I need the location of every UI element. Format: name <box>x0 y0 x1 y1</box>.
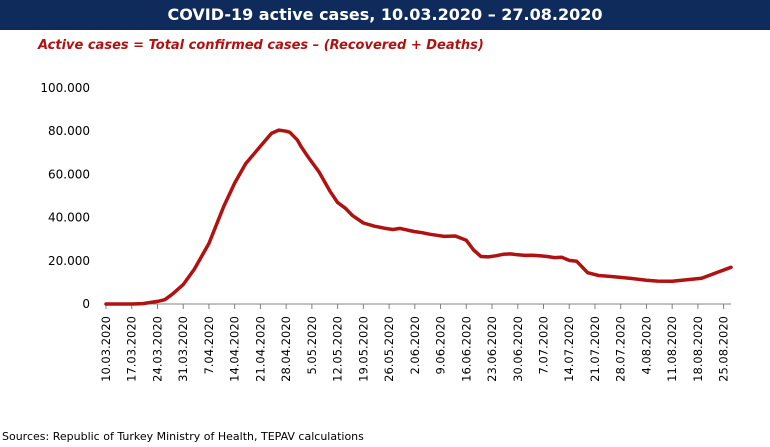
x-tick-label: 24.03.2020 <box>150 316 164 382</box>
y-tick-label: 60.000 <box>48 167 90 181</box>
series-lines <box>104 128 733 306</box>
series-line-active-cases <box>104 128 733 306</box>
line-chart: 0 20.000 40.000 60.000 80.000 100.000 10.03.2… <box>40 81 733 382</box>
x-tick-label: 2.06.2020 <box>408 316 422 375</box>
y-tick-label: 40.000 <box>48 211 90 225</box>
x-tick-label: 19.05.2020 <box>356 316 370 382</box>
x-tick-label: 10.03.2020 <box>99 316 113 382</box>
x-tick-label: 7.04.2020 <box>202 316 216 375</box>
chart-subtitle: Active cases = Total confirmed cases – (… <box>38 38 484 53</box>
x-tick-label: 12.05.2020 <box>331 316 345 382</box>
x-tick-label: 14.07.2020 <box>562 316 576 382</box>
y-tick-label: 80.000 <box>48 124 90 138</box>
chart-title: COVID-19 active cases, 10.03.2020 – 27.0… <box>0 0 770 30</box>
y-axis-ticks: 0 20.000 40.000 60.000 80.000 100.000 <box>40 81 90 311</box>
x-tick-label: 21.07.2020 <box>588 316 602 382</box>
y-tick-label: 0 <box>82 297 90 311</box>
x-tick-label: 28.04.2020 <box>279 316 293 382</box>
y-tick-label: 20.000 <box>48 254 90 268</box>
x-tick-label: 26.05.2020 <box>382 316 396 382</box>
x-tick-label: 30.06.2020 <box>511 316 525 382</box>
x-axis-ticks: 10.03.2020 17.03.2020 24.03.2020 31.03.2020… <box>99 304 731 382</box>
x-tick-label: 21.04.2020 <box>253 316 267 382</box>
x-tick-label: 17.03.2020 <box>125 316 139 382</box>
x-tick-label: 9.06.2020 <box>434 316 448 375</box>
source-note: Sources: Republic of Turkey Ministry of … <box>2 430 364 443</box>
x-tick-label: 23.06.2020 <box>485 316 499 382</box>
x-tick-label: 25.08.2020 <box>717 316 731 382</box>
x-tick-label: 14.04.2020 <box>228 316 242 382</box>
y-tick-label: 100.000 <box>40 81 90 95</box>
x-tick-label: 28.07.2020 <box>614 316 628 382</box>
x-tick-label: 7.07.2020 <box>537 316 551 375</box>
x-tick-label: 31.03.2020 <box>176 316 190 382</box>
x-tick-label: 18.08.2020 <box>691 316 705 382</box>
x-tick-label: 4.08.2020 <box>639 316 653 375</box>
x-tick-label: 11.08.2020 <box>665 316 679 382</box>
x-tick-label: 5.05.2020 <box>305 316 319 375</box>
x-tick-label: 16.06.2020 <box>459 316 473 382</box>
